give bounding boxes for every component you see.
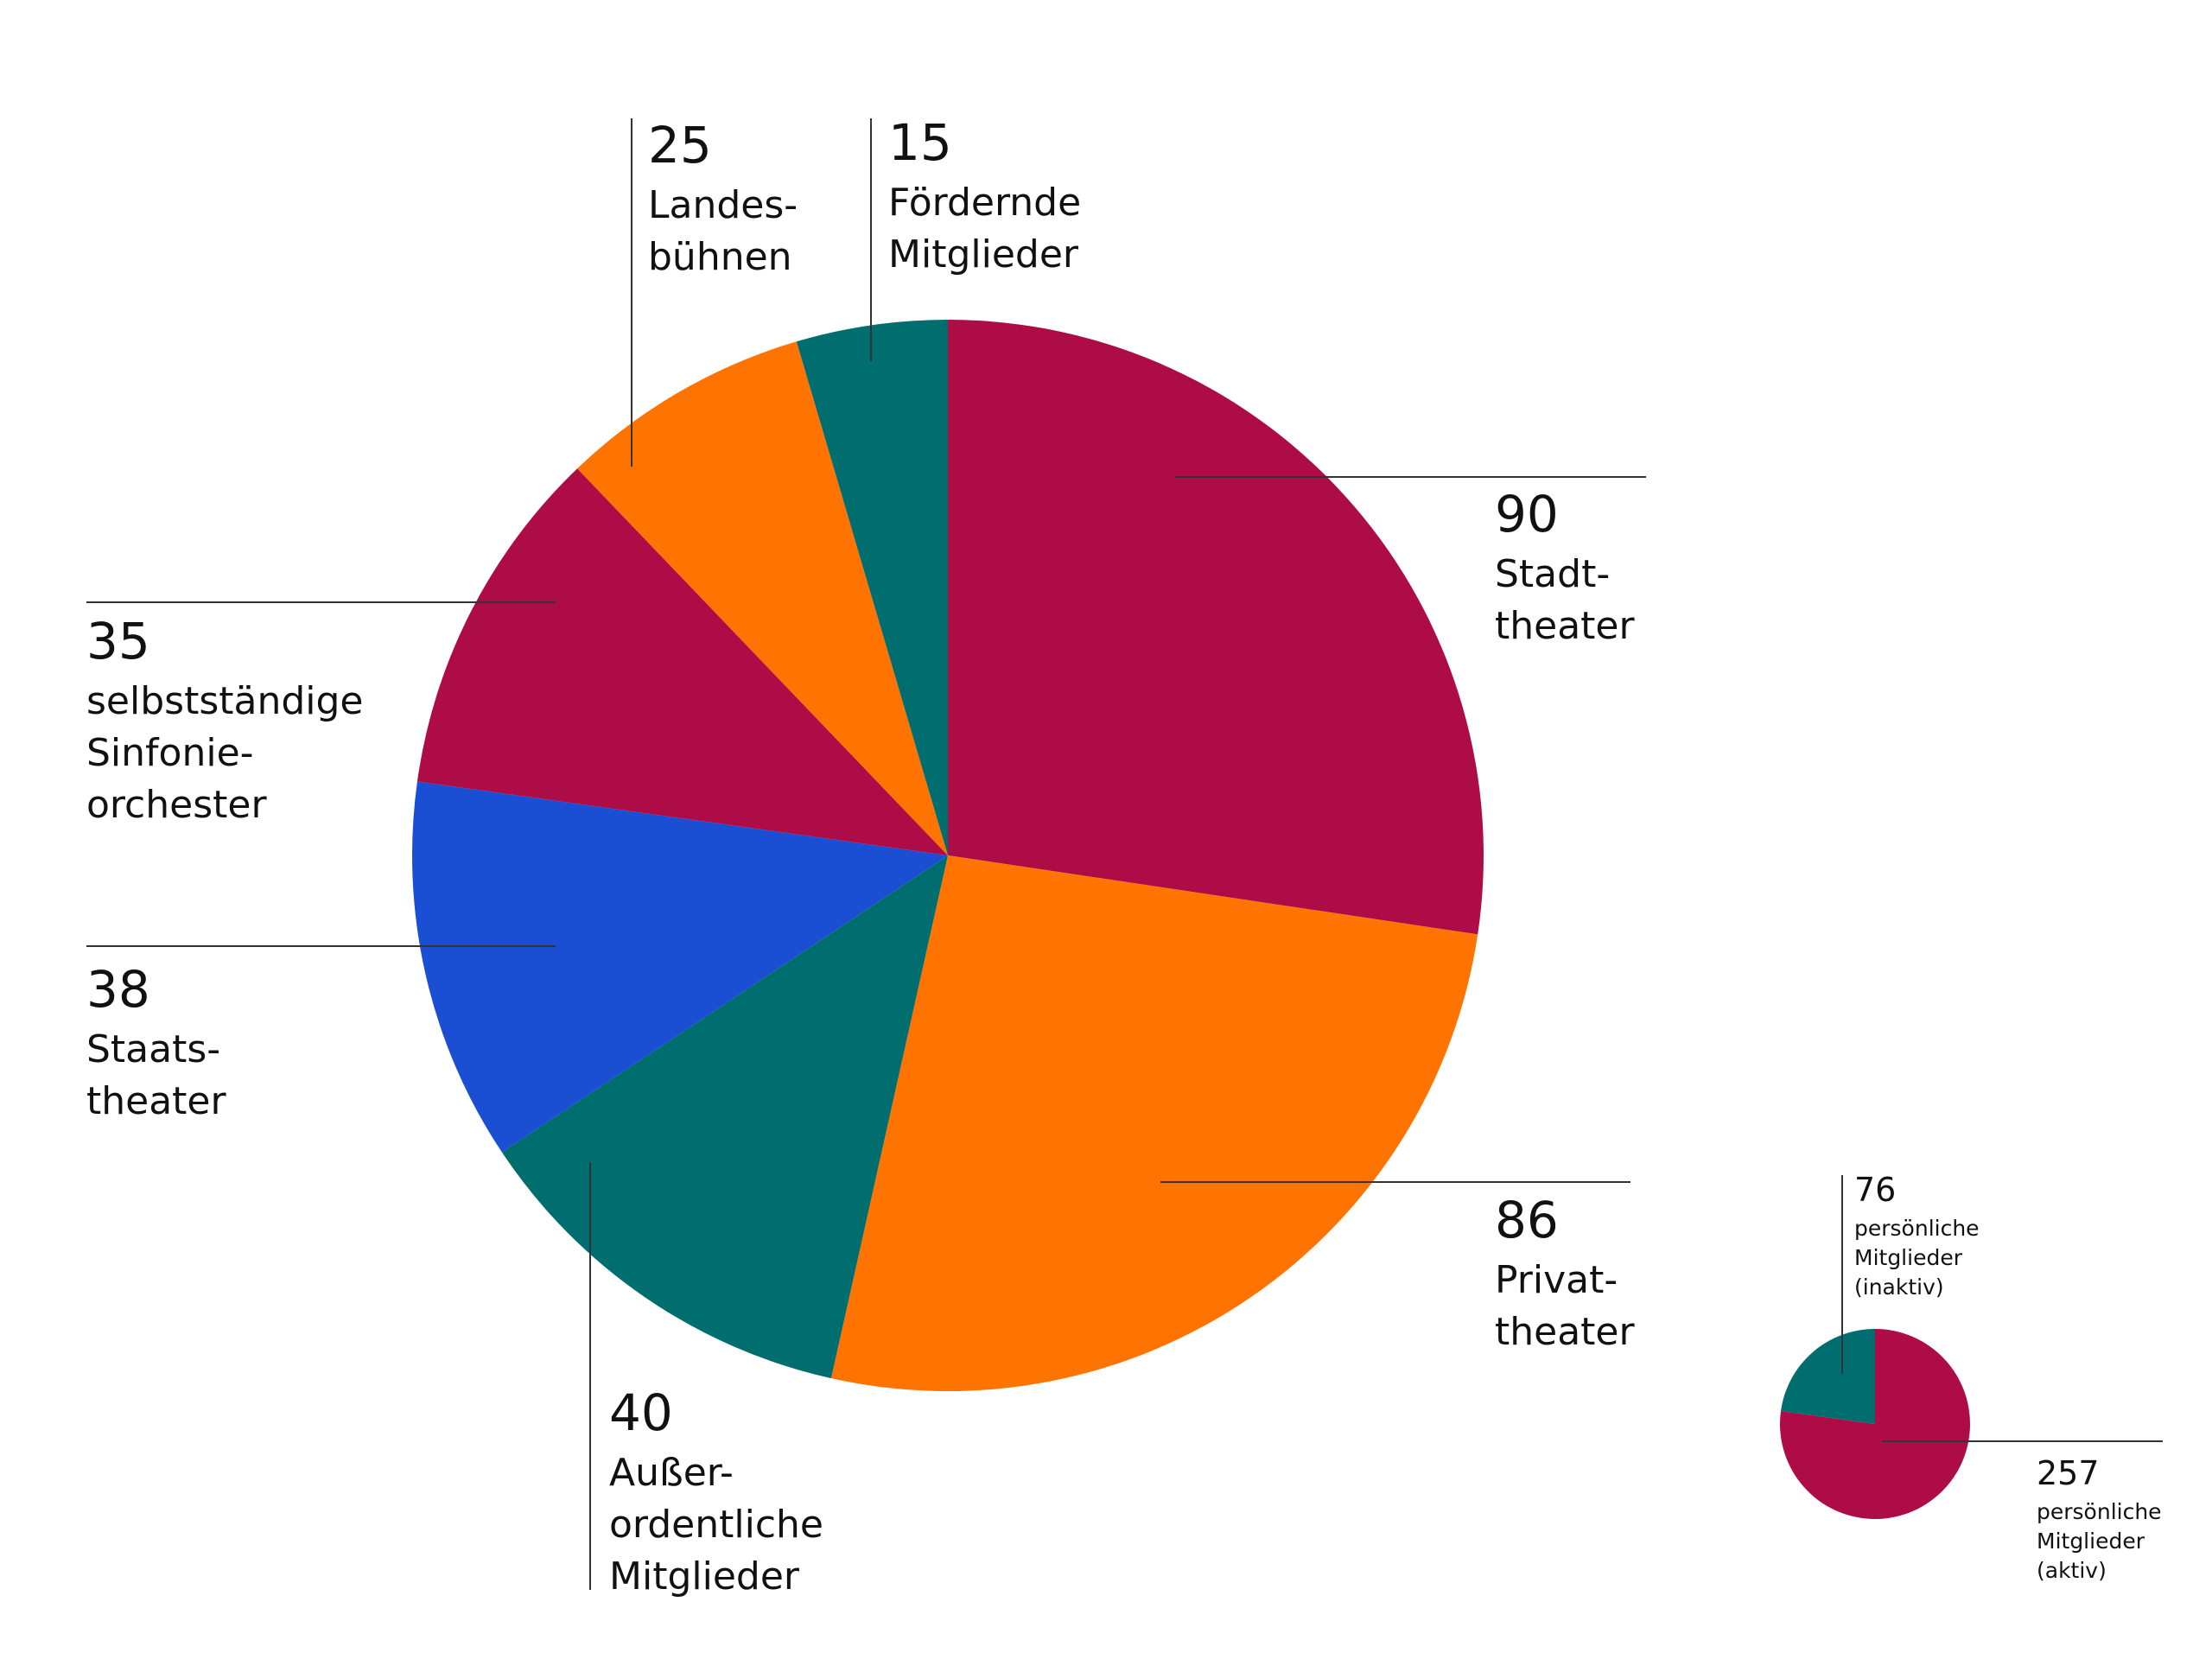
pie2-category-label-2-line-1: persönliche	[1854, 1216, 1980, 1241]
pie1-value-label-1: 90	[1495, 485, 1559, 543]
pie1-category-label-5-line-2: Sinfonie-	[86, 731, 254, 775]
pie1-value-label-7: 15	[888, 113, 952, 172]
main-pie	[411, 320, 1484, 1392]
pie1-slice-2	[830, 855, 1478, 1392]
pie1-value-label-3: 40	[609, 1383, 673, 1442]
slice-labels: 90 Stadt-theater 86 Privat-theater 40 Außer-o…	[86, 113, 2162, 1599]
small-pie	[1780, 1329, 1971, 1520]
pie1-slice-7	[796, 320, 948, 855]
pie2-category-label-1-line-1: persönliche	[2037, 1499, 2162, 1524]
pie2-category-label-2-line-3: (inaktiv)	[1854, 1274, 1944, 1300]
pie1-slice-4	[411, 781, 948, 1153]
pie1-category-label-2-line-2: theater	[1495, 1310, 1635, 1354]
pie1-value-label-6: 25	[648, 116, 712, 175]
pie2-category-label-2-line-2: Mitglieder	[1854, 1245, 1963, 1270]
pie1-category-label-3-line-2: ordentliche	[609, 1503, 823, 1547]
pie2-category-label-1-line-3: (aktiv)	[2037, 1558, 2107, 1583]
pie1-slice-3	[501, 855, 948, 1379]
pie2-slice-1	[1780, 1329, 1971, 1520]
pie1-slice-6	[577, 341, 948, 855]
pie1-category-label-3-line-1: Außer-	[609, 1451, 734, 1495]
pie1-category-label-7-line-2: Mitglieder	[888, 232, 1079, 276]
pie1-category-label-7-line-1: Fördernde	[888, 181, 1081, 225]
pie2-value-label-1: 257	[2037, 1454, 2100, 1492]
pie1-category-label-1-line-1: Stadt-	[1495, 552, 1610, 596]
pie1-category-label-4-line-1: Staats-	[86, 1027, 220, 1071]
pie1-value-label-4: 38	[86, 960, 150, 1019]
pie1-value-label-5: 35	[86, 612, 150, 671]
pie1-value-label-2: 86	[1495, 1191, 1559, 1249]
pie1-category-label-6-line-1: Landes-	[648, 183, 798, 227]
pie1-category-label-2-line-1: Privat-	[1495, 1258, 1618, 1302]
pie2-category-label-1-line-2: Mitglieder	[2037, 1529, 2145, 1554]
pie1-slice-1	[948, 320, 1484, 935]
pie1-category-label-4-line-2: theater	[86, 1079, 226, 1123]
pie1-category-label-6-line-2: bühnen	[648, 235, 792, 279]
leader-lines	[86, 118, 2163, 1590]
pie2-value-label-2: 76	[1854, 1171, 1896, 1209]
pie1-category-label-3-line-3: Mitglieder	[609, 1554, 800, 1599]
pie1-category-label-5-line-3: orchester	[86, 783, 267, 827]
pie2-slice-2	[1781, 1329, 1875, 1424]
pie1-category-label-5-line-1: selbstständige	[86, 679, 364, 723]
pie1-category-label-1-line-2: theater	[1495, 604, 1635, 648]
pie1-slice-5	[416, 468, 948, 855]
